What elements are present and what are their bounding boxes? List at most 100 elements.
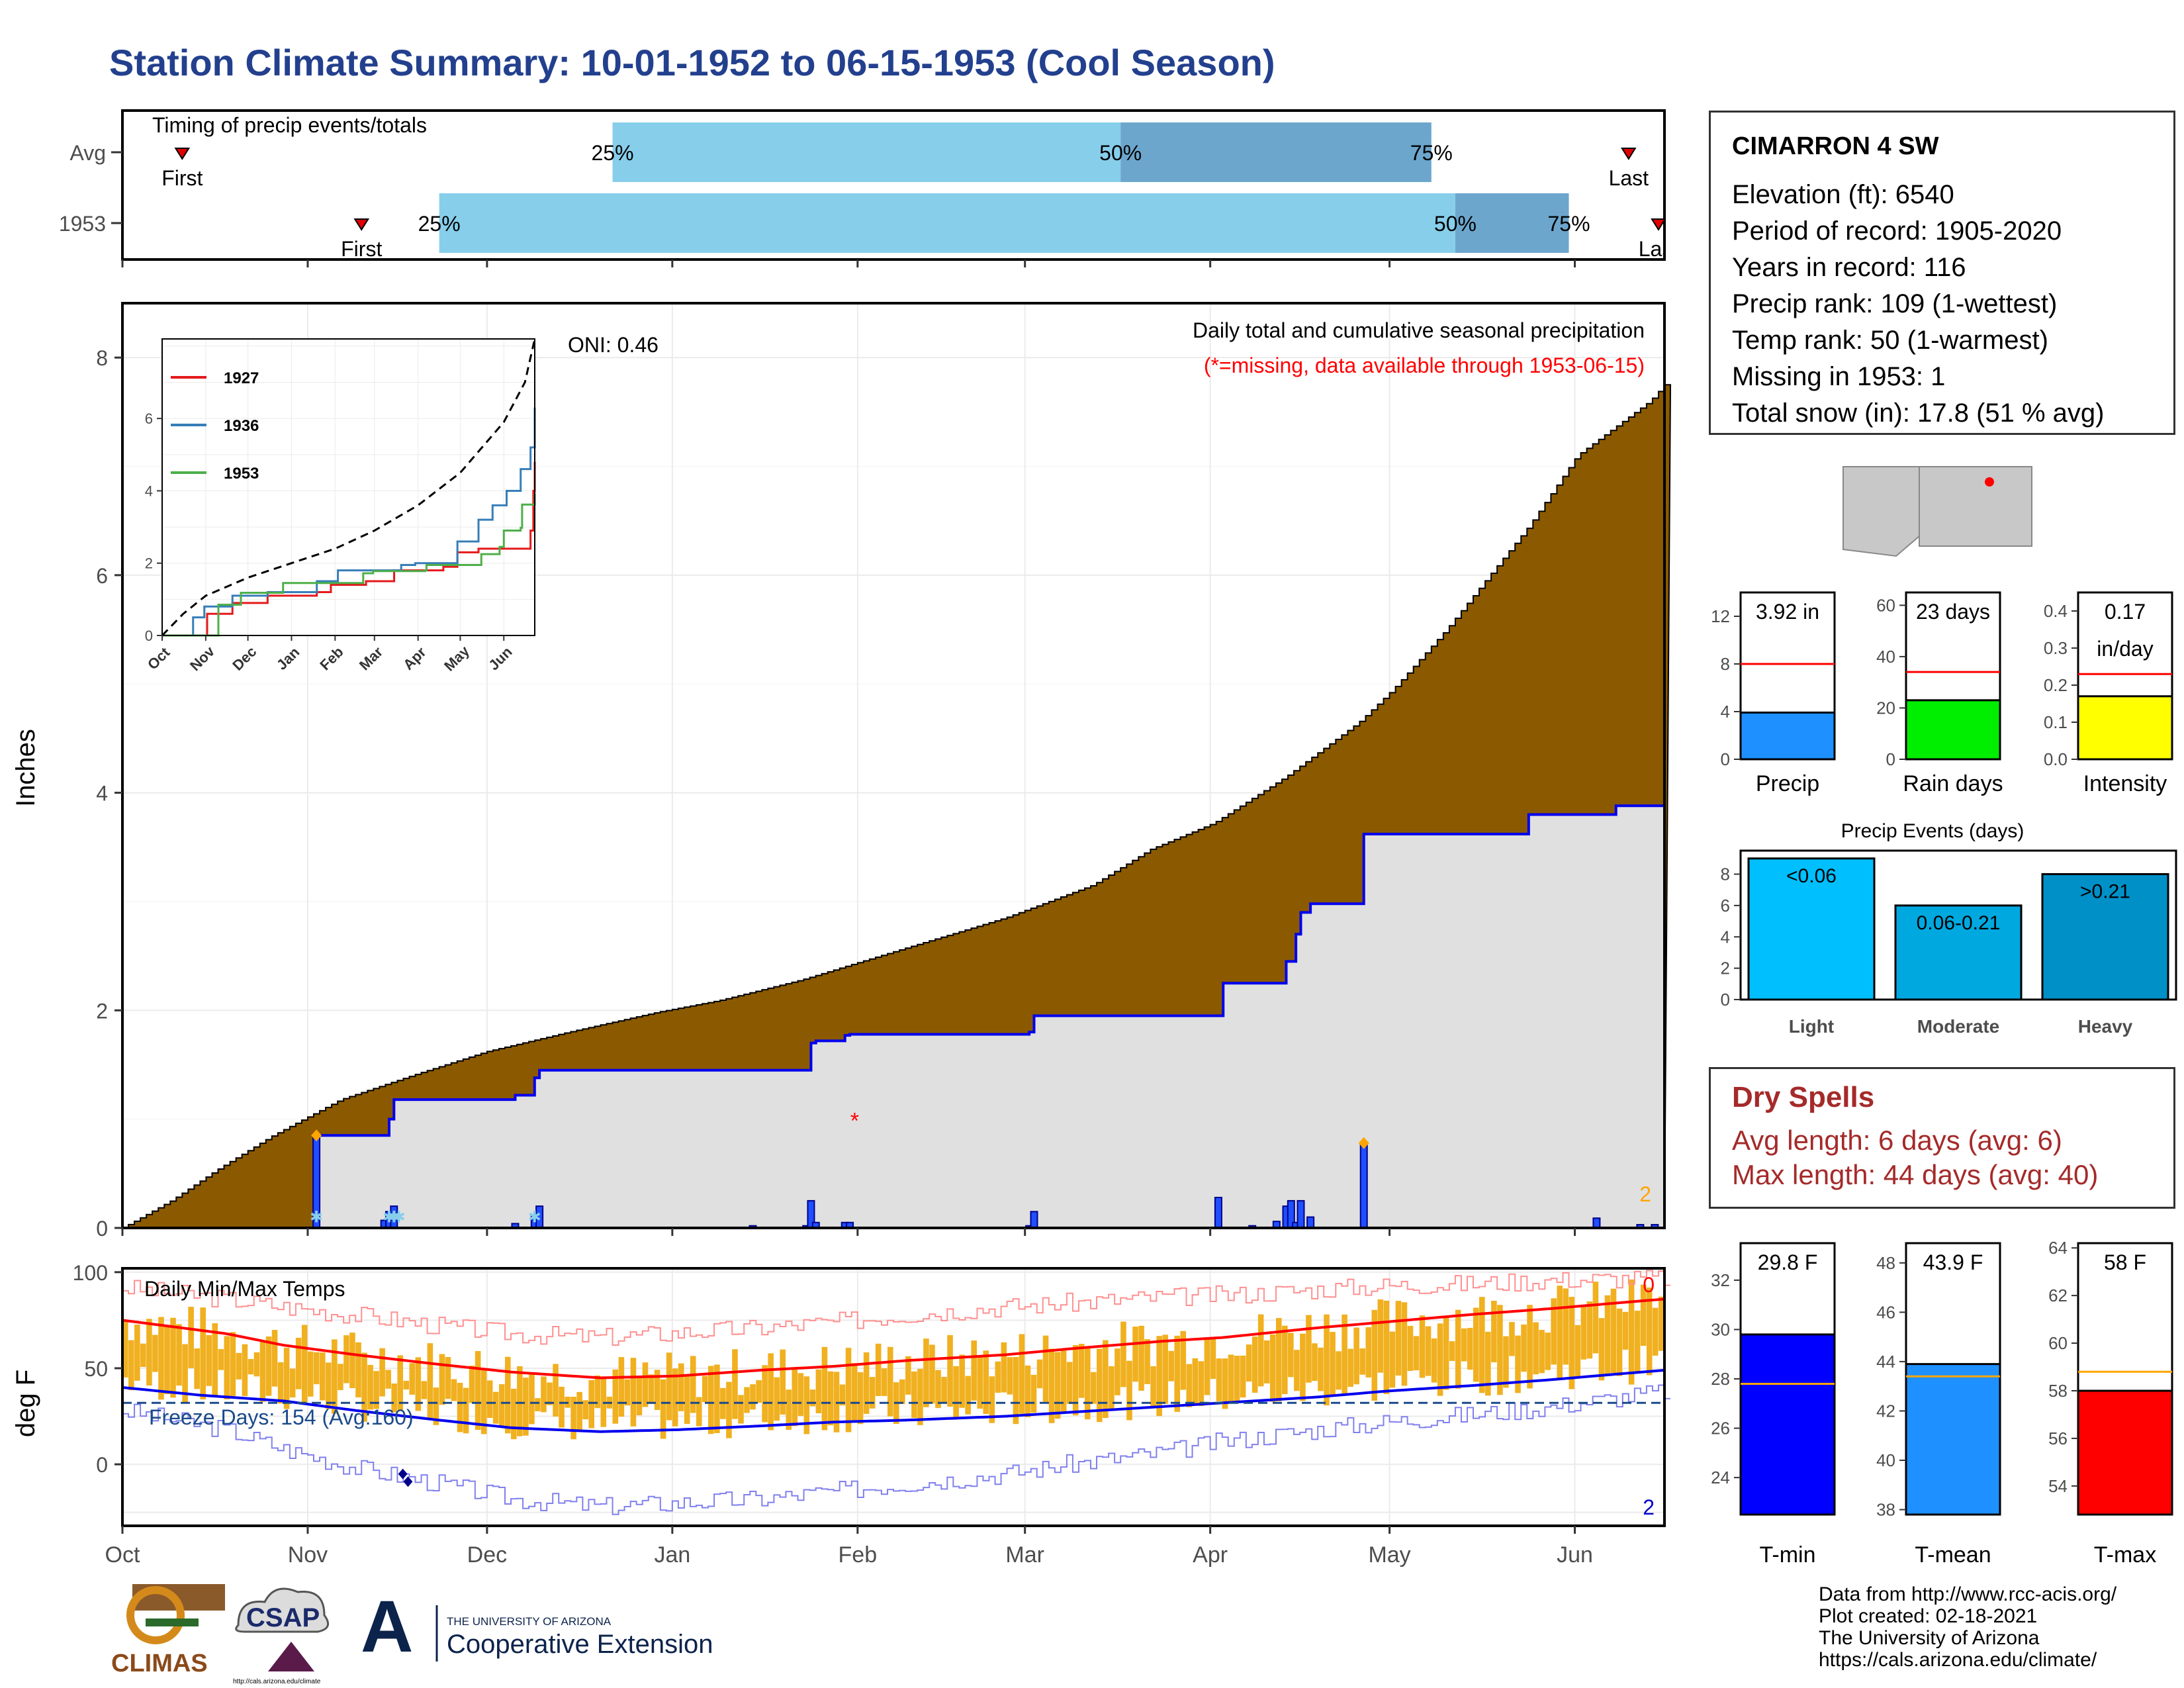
daily-temp-bar [1192,1358,1199,1404]
daily-temp-bar [1174,1335,1181,1412]
daily-temp-bar [469,1366,475,1403]
daily-temp-bar [780,1349,786,1415]
daily-temp-bar [271,1330,278,1387]
snow-marker: ✱ [383,1209,396,1227]
timing-title: Timing of precip events/totals [152,113,427,137]
panel-y-tick-label: 28 [1711,1369,1730,1389]
daily-temp-bar [869,1377,876,1409]
daily-temp-bar [1527,1305,1533,1389]
daily-temp-bar [1425,1326,1432,1376]
daily-temp-bar [624,1379,631,1406]
month-tick-label: Dec [467,1542,507,1568]
daily-temp-bar [176,1324,182,1386]
daily-temp-bar [857,1372,864,1425]
daily-temp-bar [678,1363,684,1411]
daily-temp-bar [1413,1336,1420,1371]
daily-temp-bar [480,1369,487,1434]
station-location-dot [1985,477,1994,487]
panel-y-tick-label: 58 [2048,1381,2068,1401]
daily-temp-bar [989,1376,995,1423]
daily-temp-bar [1030,1374,1037,1413]
temp-y-tick-label: 0 [96,1453,108,1477]
daily-temp-bar [594,1375,601,1409]
daily-temp-bar [1210,1336,1216,1380]
panel-y-tick-label: 0.2 [2044,675,2068,695]
daily-temp-bar [486,1380,493,1419]
inset-line-1936 [162,407,536,637]
daily-temp-bar [332,1339,338,1414]
daily-temp-bar [1515,1335,1521,1393]
daily-temp-bar [1288,1333,1294,1378]
peak-precip-marker [311,1129,322,1142]
inset-legend-label: 1936 [224,417,259,435]
precip-event-bar-label: <0.06 [1786,865,1837,887]
inset-bg [162,339,535,635]
panel-category-label: Intensity [2083,771,2167,796]
daily-temp-bar [301,1325,308,1403]
daily-temp-bar [1371,1309,1378,1401]
missing-data-marker: * [850,1109,859,1134]
daily-temp-bar [283,1347,290,1409]
daily-temp-bar [1222,1358,1228,1409]
daily-temp-bar [1485,1331,1491,1396]
timing-p75-label: 75% [1410,141,1453,165]
timing-row-label: 1953 [59,212,106,236]
daily-temp-bar [523,1378,529,1436]
daily-temp-bar [212,1323,218,1397]
daily-temp-bar [529,1374,535,1425]
daily-precip-bar [1214,1196,1222,1229]
daily-temp-bar [415,1357,422,1411]
panel-y-tick-label: 46 [1876,1302,1895,1322]
csap-text: CSAP [246,1603,320,1632]
daily-temp-bar [1168,1350,1175,1382]
inset-line-1927 [162,461,536,637]
daily-temp-bar [768,1353,774,1430]
ua-big-text: Cooperative Extension [447,1630,713,1659]
ua-a-icon: A [361,1586,413,1667]
daily-temp-bar [1455,1309,1461,1389]
daily-temp-bar [660,1379,666,1439]
daily-temp-bar [929,1344,935,1404]
daily-temp-bar [809,1389,816,1407]
panel-y-tick-label: 0 [1721,749,1730,769]
daily-temp-bar [821,1346,828,1430]
daily-temp-bar [1389,1331,1396,1388]
daily-temp-bar [953,1366,959,1417]
precip-events-y-tick-label: 8 [1721,865,1730,884]
daily-temp-bar [726,1382,732,1438]
daily-temp-bar [803,1376,810,1434]
daily-temp-bar [636,1377,643,1416]
daily-temp-bar [630,1358,637,1427]
panel-bar-rain-days [1905,699,2001,761]
daily-temp-bar [1359,1348,1365,1375]
timing-row-label: Avg [69,141,106,165]
panel-bar-t-min [1739,1333,1836,1516]
daily-temp-bar [672,1368,678,1427]
footer-line-3: The University of Arizona [1819,1627,2040,1649]
daily-temp-bar [1138,1325,1144,1391]
daily-temp-bar [995,1361,1001,1393]
daily-temp-bar [1162,1335,1168,1404]
daily-temp-bar [1204,1338,1210,1395]
cold-record-marker [398,1468,408,1479]
daily-temp-bar [367,1364,373,1410]
daily-temp-bar [1509,1322,1515,1356]
daily-temp-bar [1078,1343,1085,1398]
daily-temp-bar [1569,1297,1575,1389]
panel-y-tick-label: 24 [1711,1468,1730,1487]
daily-temp-bar [517,1366,523,1436]
daily-temp-bar [439,1354,445,1405]
panel-y-tick-label: 62 [2048,1286,2068,1305]
daily-temp-bar [1156,1336,1162,1417]
month-tick-label: Jan [654,1542,690,1568]
daily-temp-bar [1091,1372,1097,1404]
temperature-chart: Daily Min/Max Temps Freeze Days: 154 (Avg… [11,1261,1671,1568]
inset-line-avg [161,338,536,637]
last-event-marker [1621,148,1637,160]
daily-temp-bar [744,1387,750,1413]
daily-temp-bar [684,1375,690,1425]
daily-temp-bar [433,1387,439,1425]
daily-temp-bar [1269,1334,1276,1402]
timing-p50-label: 50% [1099,141,1142,165]
daily-temp-bar [1330,1332,1336,1397]
